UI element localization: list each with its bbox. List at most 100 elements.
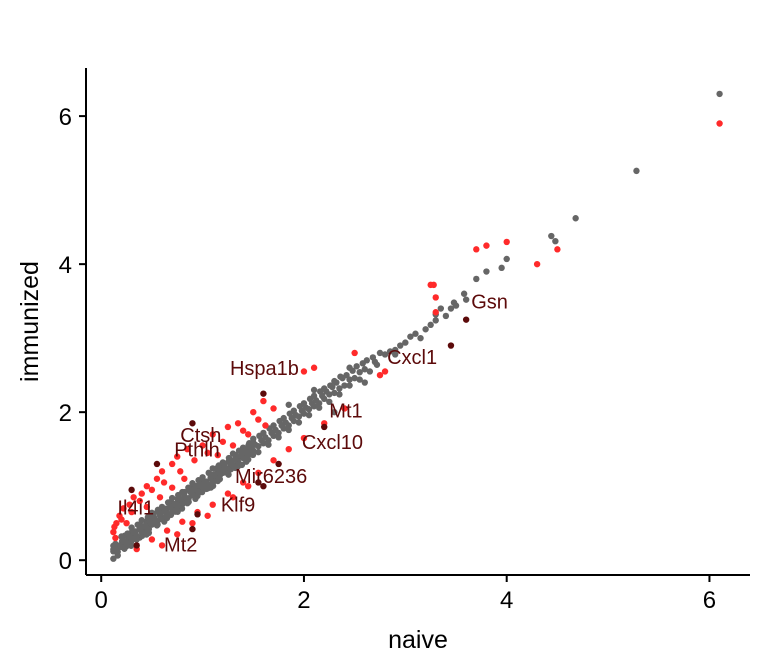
- point-significant: [184, 445, 191, 453]
- gene-label: Cxcl10: [302, 432, 363, 454]
- point-not-significant: [366, 368, 374, 375]
- point-not-significant: [275, 434, 282, 441]
- point-not-significant: [134, 521, 141, 528]
- point-significant: [138, 490, 145, 497]
- y-tick-label: 2: [59, 400, 72, 427]
- point-not-significant: [300, 400, 308, 407]
- point-significant: [199, 442, 206, 449]
- point-significant: [204, 449, 211, 457]
- point-significant: [174, 531, 181, 538]
- point-not-significant: [373, 361, 381, 368]
- gene-label: Hspa1b: [230, 358, 299, 380]
- point-significant: [234, 420, 242, 427]
- point-significant: [158, 542, 166, 549]
- point-not-significant: [452, 302, 460, 309]
- point-not-significant: [315, 404, 323, 411]
- point-not-significant: [184, 500, 191, 507]
- point-not-significant: [422, 326, 429, 333]
- point-significant: [209, 431, 216, 438]
- point-significant: [300, 434, 308, 442]
- point-not-significant: [447, 305, 455, 312]
- point-significant: [300, 368, 308, 375]
- point-significant: [483, 242, 490, 249]
- x-axis-ticks: 0 2 4 6: [95, 575, 716, 614]
- point-significant: [376, 371, 384, 379]
- point-not-significant: [244, 456, 252, 463]
- point-not-significant: [214, 477, 221, 485]
- point-not-significant: [321, 385, 328, 392]
- point-not-significant: [174, 507, 181, 514]
- x-tick-label: 4: [500, 587, 513, 614]
- point-not-significant: [346, 382, 353, 389]
- point-significant: [310, 364, 318, 371]
- point-not-significant: [442, 312, 450, 320]
- point-not-significant: [361, 366, 368, 373]
- point-significant: [381, 368, 389, 375]
- point-significant: [160, 479, 168, 486]
- point-significant: [533, 260, 541, 268]
- point-not-significant: [336, 385, 343, 392]
- point-not-significant: [391, 351, 399, 358]
- point-not-significant: [716, 90, 723, 98]
- point-significant: [111, 523, 118, 531]
- point-not-significant: [341, 382, 348, 389]
- point-not-significant: [412, 330, 419, 337]
- point-not-significant: [191, 485, 198, 493]
- point-significant: [432, 309, 439, 316]
- point-not-significant: [128, 524, 135, 531]
- gene-label: Pthlh: [174, 440, 220, 462]
- point-not-significant: [386, 348, 394, 355]
- point-not-significant: [290, 407, 298, 414]
- point-significant: [174, 453, 181, 460]
- point-not-significant: [270, 422, 277, 429]
- point-not-significant: [437, 305, 445, 312]
- point-not-significant: [285, 401, 292, 408]
- point-not-significant: [204, 485, 211, 492]
- point-significant: [209, 501, 216, 508]
- axes-layer: 0 2 4 6 0 2 4 6 naive immunized: [16, 68, 750, 654]
- point-not-significant: [376, 349, 384, 357]
- point-significant: [179, 518, 186, 525]
- x-tick-label: 0: [95, 587, 108, 614]
- point-not-significant: [327, 382, 334, 389]
- point-not-significant: [417, 334, 424, 342]
- gene-label: Mt1: [329, 400, 362, 422]
- point-significant: [716, 120, 723, 127]
- point-not-significant: [483, 268, 490, 275]
- point-not-significant: [397, 342, 404, 349]
- point-not-significant: [123, 542, 130, 550]
- point-not-significant: [369, 354, 377, 361]
- point-not-significant: [234, 462, 242, 470]
- point-significant: [239, 427, 247, 434]
- point-not-significant: [209, 482, 217, 490]
- point-not-significant: [381, 351, 389, 358]
- gene-label: Mir6236: [235, 466, 307, 488]
- point-not-significant: [331, 389, 338, 397]
- gene-label: Klf9: [221, 494, 255, 516]
- gene-label: Mt2: [164, 534, 197, 556]
- point-not-significant: [305, 411, 313, 419]
- point-not-significant: [138, 517, 145, 524]
- point-labeled: [447, 342, 455, 349]
- point-not-significant: [158, 503, 166, 511]
- x-tick-label: 2: [297, 587, 310, 614]
- point-significant: [351, 349, 358, 357]
- point-not-significant: [250, 435, 257, 443]
- points-layer: [110, 90, 723, 562]
- point-not-significant: [133, 536, 140, 543]
- point-not-significant: [337, 373, 344, 380]
- point-not-significant: [285, 426, 292, 434]
- point-significant: [270, 457, 277, 464]
- point-not-significant: [163, 514, 171, 522]
- point-not-significant: [229, 450, 237, 457]
- point-significant: [168, 484, 176, 491]
- point-labeled: [128, 486, 135, 494]
- point-significant: [229, 442, 237, 449]
- point-significant: [285, 445, 292, 453]
- point-significant: [244, 431, 252, 438]
- point-significant: [148, 486, 156, 494]
- point-significant: [143, 482, 151, 490]
- point-significant: [432, 294, 439, 301]
- point-not-significant: [331, 408, 338, 416]
